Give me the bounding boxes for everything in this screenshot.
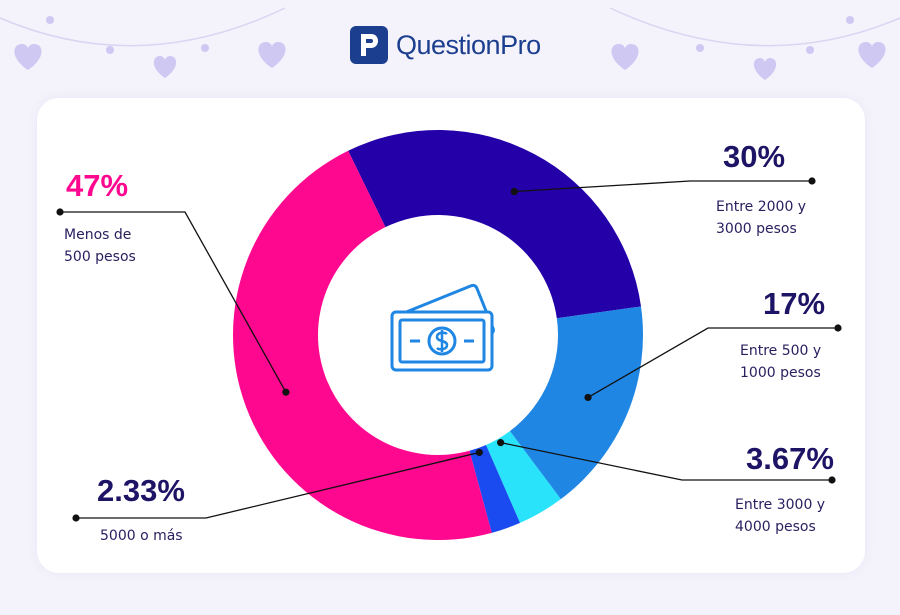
leader-dot-slice-3-1: [72, 514, 80, 522]
category-label-slice-0-line2: 3000 pesos: [716, 221, 797, 237]
category-label-slice-1-line2: 1000 pesos: [740, 365, 821, 381]
leader-line-slice-4: [60, 211, 287, 393]
pct-label-slice-0: 30%: [723, 139, 786, 174]
donut-slice-0: [348, 129, 642, 319]
leader-dot-slice-2-0: [497, 439, 505, 447]
leader-line-slice-2: [500, 441, 832, 481]
donut-slice-2: [486, 431, 561, 523]
category-label-slice-0-line1: Entre 2000 y: [716, 199, 807, 215]
leader-dot-slice-4-1: [56, 208, 64, 216]
leader-dot-slice-1-1: [834, 324, 842, 332]
category-label-slice-4-line2: 500 pesos: [64, 249, 136, 265]
questionpro-logo: QuestionPro: [350, 26, 541, 64]
leader-dot-slice-4-0: [282, 388, 290, 396]
leader-line-slice-1: [587, 327, 838, 399]
category-label-slice-2-line2: 4000 pesos: [735, 519, 816, 535]
donut-slice-4: [232, 150, 492, 540]
leader-dot-slice-3-0: [475, 448, 483, 457]
category-label-slice-1-line1: Entre 500 y: [740, 343, 822, 359]
category-label-slice-3-line1: 5000 o más: [100, 528, 183, 544]
leader-line-slice-0: [514, 180, 812, 193]
leader-dot-slice-2-1: [828, 476, 836, 484]
leader-line-slice-3: [76, 451, 480, 519]
leader-dot-slice-1-0: [584, 393, 592, 402]
pct-label-slice-3: 2.33%: [97, 473, 185, 508]
leader-dot-slice-0-0: [510, 187, 518, 196]
heart-garland-decoration: [0, 7, 900, 80]
pct-label-slice-4: 47%: [66, 168, 129, 203]
category-label-slice-4-line1: Menos de: [64, 227, 132, 243]
heart-icon: [858, 42, 886, 68]
leader-dot-slice-0-1: [808, 177, 816, 185]
brand-name: QuestionPro: [396, 29, 541, 60]
category-label-slice-2-line1: Entre 3000 y: [735, 497, 826, 513]
heart-icon: [611, 44, 639, 70]
donut-slice-3: [469, 444, 521, 533]
questionpro-logo-icon: [350, 26, 388, 64]
heart-icon: [258, 42, 286, 68]
pct-label-slice-1: 17%: [763, 286, 826, 321]
money-bill-icon: [390, 283, 495, 372]
pct-label-slice-2: 3.67%: [746, 441, 834, 476]
heart-icon: [14, 44, 42, 70]
heart-icon: [753, 58, 777, 80]
heart-icon: [153, 56, 177, 78]
